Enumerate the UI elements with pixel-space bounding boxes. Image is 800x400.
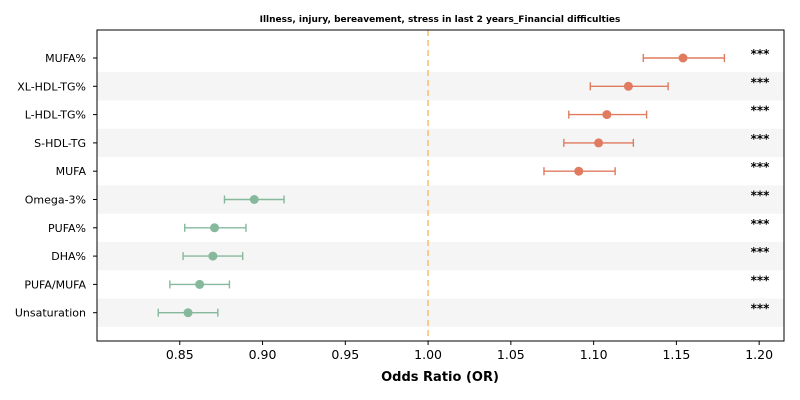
- significance-label: ***: [751, 160, 771, 174]
- row-l-hdl-tg-: L-HDL-TG% ***: [25, 104, 770, 122]
- significance-label: ***: [751, 75, 771, 89]
- chart-title: Illness, injury, bereavement, stress in …: [260, 15, 621, 25]
- row-omega-3-: Omega-3% ***: [25, 189, 770, 207]
- row-label: MUFA: [56, 165, 87, 178]
- row-label: MUFA%: [45, 52, 86, 65]
- x-tick-label: 1.05: [497, 347, 525, 362]
- significance-label: ***: [751, 47, 771, 61]
- or-point: [249, 195, 259, 204]
- or-point: [195, 279, 205, 289]
- row-label: L-HDL-TG%: [25, 109, 86, 122]
- or-point: [594, 138, 604, 148]
- significance-label: ***: [751, 302, 771, 316]
- row-pufa-: PUFA% ***: [48, 217, 770, 235]
- plot-frame: [96, 29, 785, 342]
- row-mufa-: MUFA% ***: [45, 47, 770, 65]
- row-band: [97, 72, 784, 101]
- row-band: [97, 128, 784, 158]
- x-tick-label: 0.90: [249, 347, 277, 362]
- row-label: Unsaturation: [15, 307, 86, 320]
- significance-label: ***: [751, 273, 771, 287]
- row-label: Omega-3%: [25, 194, 86, 207]
- or-point: [208, 251, 218, 261]
- or-point: [210, 223, 220, 233]
- row-label: PUFA/MUFA: [24, 278, 86, 291]
- row-xl-hdl-tg-: XL-HDL-TG% ***: [17, 75, 770, 93]
- axes: 0.85 0.90 0.95 1.00 1.05 1.10 1.15 1.20: [93, 29, 785, 362]
- significance-label: ***: [751, 245, 771, 259]
- row-label: DHA%: [51, 250, 86, 263]
- x-tick-label: 0.85: [166, 347, 194, 362]
- row-label: PUFA%: [48, 222, 86, 235]
- significance-label: ***: [751, 189, 771, 203]
- row-pufa-mufa: PUFA/MUFA ***: [24, 273, 770, 291]
- significance-label: ***: [751, 104, 771, 118]
- row-mufa: MUFA ***: [56, 160, 771, 178]
- x-tick-label: 1.20: [745, 347, 773, 362]
- row-label: XL-HDL-TG%: [17, 80, 86, 93]
- or-point: [183, 308, 193, 318]
- significance-label: ***: [751, 217, 771, 231]
- row-unsaturation: Unsaturation ***: [15, 302, 770, 320]
- row-label: S-HDL-TG: [34, 137, 86, 150]
- significance-label: ***: [751, 132, 771, 146]
- or-point: [602, 110, 612, 120]
- x-tick-label: 1.10: [580, 347, 608, 362]
- row-s-hdl-tg: S-HDL-TG ***: [34, 132, 770, 150]
- x-tick-label: 1.15: [662, 347, 690, 362]
- data-rows: MUFA% ***XL-HDL-TG% ***L-HDL-TG% ***S-HDL-T…: [15, 47, 770, 320]
- or-point: [574, 166, 584, 176]
- row-band: [97, 185, 784, 214]
- x-tick-label: 1.00: [414, 347, 442, 362]
- x-tick-label: 0.95: [331, 347, 359, 362]
- row-dha-: DHA% ***: [51, 245, 770, 263]
- x-axis-label: Odds Ratio (OR): [381, 370, 499, 385]
- or-point: [623, 81, 633, 91]
- or-point: [678, 53, 688, 63]
